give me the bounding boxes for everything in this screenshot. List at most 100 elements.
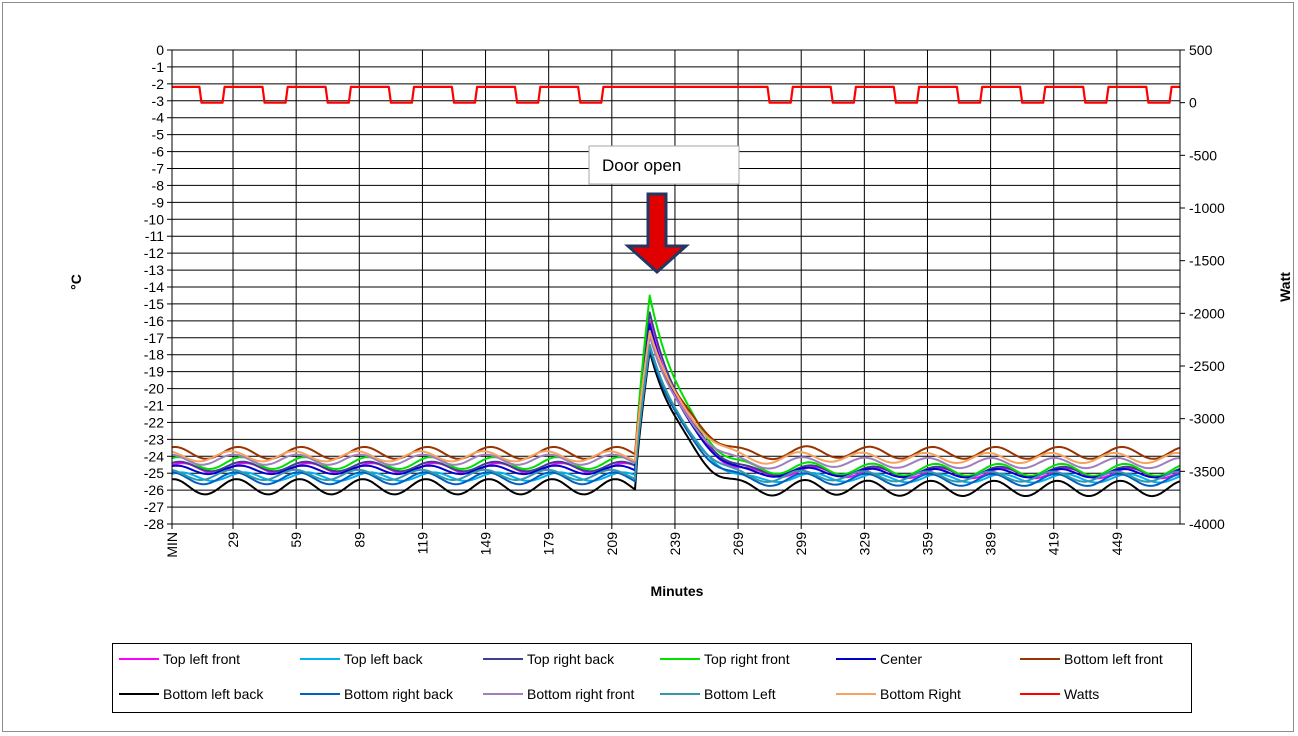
y-left-tick-label: -21 bbox=[144, 398, 164, 414]
y-left-tick-label: -22 bbox=[144, 414, 164, 430]
legend-label: Top left front bbox=[163, 651, 241, 667]
x-tick-label: 239 bbox=[667, 532, 683, 556]
y-left-tick-label: -4 bbox=[152, 110, 165, 126]
y-right-tick-label: 500 bbox=[1189, 42, 1213, 58]
legend-label: Bottom left front bbox=[1064, 651, 1163, 667]
legend-item: Top left back bbox=[300, 649, 423, 669]
series-line-bottom-left-back bbox=[172, 350, 1181, 498]
y-left-tick-label: -8 bbox=[152, 177, 165, 193]
legend-swatch bbox=[836, 658, 876, 660]
legend-label: Top right back bbox=[527, 651, 615, 667]
y-left-tick-label: -1 bbox=[152, 59, 165, 75]
legend-swatch bbox=[300, 693, 340, 695]
y-left-tick-label: -9 bbox=[152, 194, 165, 210]
annotation-box bbox=[588, 145, 740, 185]
legend-swatch bbox=[483, 693, 523, 695]
y-left-tick-label: -27 bbox=[144, 499, 164, 515]
y-left-tick-label: -3 bbox=[152, 93, 165, 109]
legend-swatch bbox=[300, 658, 340, 660]
x-tick-label: 59 bbox=[288, 532, 304, 548]
legend-swatch bbox=[1020, 693, 1060, 695]
y-right-tick-label: -2500 bbox=[1189, 358, 1225, 374]
legend-label: Watts bbox=[1064, 686, 1100, 702]
y-left-tick-label: -17 bbox=[144, 330, 164, 346]
y-axis-left-title: °C bbox=[68, 274, 84, 290]
x-tick-label: 359 bbox=[919, 532, 935, 556]
legend-item: Bottom right back bbox=[300, 684, 453, 704]
y-left-tick-label: -28 bbox=[144, 516, 164, 532]
door-arrow-icon bbox=[624, 192, 690, 275]
x-axis-title: Minutes bbox=[651, 583, 704, 599]
x-tick-label: 149 bbox=[478, 532, 494, 556]
plot-area-border bbox=[171, 49, 1181, 525]
series-group bbox=[171, 85, 1181, 498]
legend-item: Top left front bbox=[119, 649, 240, 669]
axes bbox=[167, 49, 1185, 529]
legend-swatch bbox=[1020, 658, 1060, 660]
legend-item: Top right back bbox=[483, 649, 614, 669]
y-left-tick-label: -5 bbox=[152, 127, 165, 143]
y-left-tick-label: -6 bbox=[152, 144, 165, 160]
y-left-tick-label: -12 bbox=[144, 245, 164, 261]
series-line-top-right-front bbox=[171, 294, 1181, 477]
y-right-tick-label: -2000 bbox=[1189, 305, 1225, 321]
door-annotation: Door open bbox=[588, 145, 740, 275]
x-tick-label: 89 bbox=[351, 532, 367, 548]
y-left-tick-label: -26 bbox=[144, 482, 164, 498]
y-left-tick-label: -13 bbox=[144, 262, 164, 278]
legend-swatch bbox=[119, 693, 159, 695]
legend: Top left front Top left back Top right bac… bbox=[112, 643, 1192, 713]
y-axis-right-title: Watt bbox=[1277, 272, 1293, 302]
legend-item: Center bbox=[836, 649, 922, 669]
legend-item: Bottom left back bbox=[119, 684, 263, 704]
legend-swatch bbox=[836, 693, 876, 695]
y-left-tick-label: -16 bbox=[144, 313, 164, 329]
y-right-tick-label: -3000 bbox=[1189, 411, 1225, 427]
x-tick-label: 29 bbox=[225, 532, 241, 548]
x-tick-label: 209 bbox=[604, 532, 620, 556]
annotation-text: Door open bbox=[602, 156, 681, 175]
y-right-tick-label: -4000 bbox=[1189, 516, 1225, 532]
legend-swatch bbox=[660, 658, 700, 660]
legend-label: Top left back bbox=[344, 651, 423, 667]
y-left-tick-label: -2 bbox=[152, 76, 165, 92]
y-right-tick-label: -500 bbox=[1189, 147, 1217, 163]
legend-label: Bottom left back bbox=[163, 686, 264, 702]
legend-label: Bottom Left bbox=[704, 686, 776, 702]
legend-label: Bottom right front bbox=[527, 686, 635, 702]
series-line-bottom-left bbox=[171, 343, 1181, 483]
legend-item: Watts bbox=[1020, 684, 1099, 704]
series-line-bottom-right-front bbox=[171, 335, 1181, 470]
x-tick-label: 299 bbox=[793, 532, 809, 556]
legend-item: Bottom left front bbox=[1020, 649, 1163, 669]
y-right-tick-label: -1500 bbox=[1189, 253, 1225, 269]
y-right-tick-label: 0 bbox=[1189, 95, 1197, 111]
legend-swatch bbox=[119, 658, 159, 660]
legend-swatch bbox=[483, 658, 523, 660]
y-left-tick-label: -15 bbox=[144, 296, 164, 312]
legend-label: Bottom Right bbox=[880, 686, 961, 702]
legend-label: Top right front bbox=[704, 651, 790, 667]
x-tick-label: 269 bbox=[730, 532, 746, 556]
x-tick-label: 419 bbox=[1046, 532, 1062, 556]
legend-swatch bbox=[660, 693, 700, 695]
legend-label: Center bbox=[880, 651, 923, 667]
y-left-tick-label: -10 bbox=[144, 211, 164, 227]
y-left-tick-label: -19 bbox=[144, 364, 164, 380]
x-tick-label: 329 bbox=[856, 532, 872, 556]
grid-lines bbox=[171, 49, 1180, 525]
legend-item: Bottom Right bbox=[836, 684, 961, 704]
x-tick-label: 389 bbox=[983, 532, 999, 556]
y-left-tick-label: -18 bbox=[144, 347, 164, 363]
series-line-watts bbox=[172, 85, 1180, 104]
x-tick-label: 179 bbox=[541, 532, 557, 556]
legend-label: Bottom right back bbox=[344, 686, 453, 702]
legend-item: Bottom Left bbox=[660, 684, 776, 704]
x-tick-label: 119 bbox=[414, 532, 430, 555]
y-left-tick-label: -14 bbox=[144, 279, 164, 295]
y-left-tick-label: -25 bbox=[144, 465, 164, 481]
legend-item: Top right front bbox=[660, 649, 790, 669]
y-left-tick-label: -24 bbox=[144, 448, 164, 464]
